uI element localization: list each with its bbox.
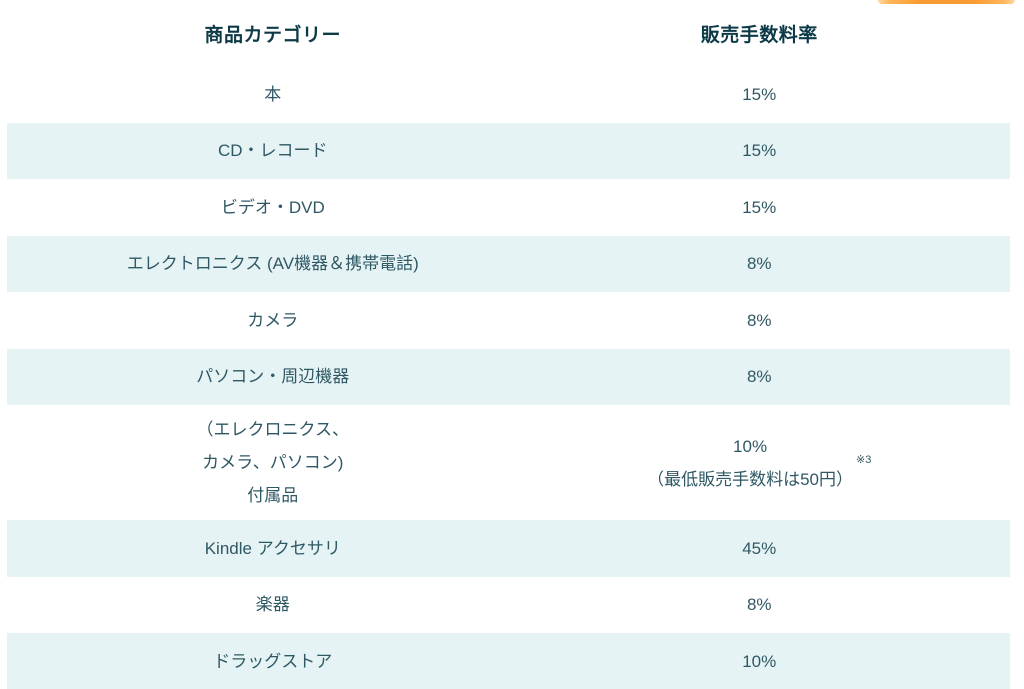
rate-value: 15% [742, 141, 777, 161]
rate-cell: 15% [539, 78, 980, 111]
cta-button-fragment[interactable] [878, 0, 1015, 4]
rate-value: 45% [742, 538, 777, 558]
rate-value: 8% [746, 254, 772, 274]
rate-cell: 10% [539, 645, 980, 678]
category-cell: エレクトロニクス (AV機器＆携帯電話) [126, 254, 419, 274]
table-row: パソコン・周辺機器 8% [7, 348, 1010, 405]
rate-cell: 45% [539, 532, 980, 565]
rate-value: 8% [746, 595, 772, 615]
table-row: Kindle アクセサリ 45% [7, 520, 1010, 577]
rate-value: 10% [742, 651, 777, 671]
rate-footnote-marker: ※3 [856, 454, 872, 466]
rate-cell: 8% [539, 360, 980, 393]
category-cell: （エレクロニクス、 カメラ、パソコン) 付属品 [196, 420, 350, 505]
rate-value: 8% [746, 310, 772, 330]
rate-cell: 15% [539, 134, 980, 167]
rate-cell: 15% [539, 191, 980, 224]
rate-cell: 8% [539, 247, 980, 280]
table-row: 本 15% [7, 66, 1010, 123]
table-row: ビデオ・DVD 15% [7, 179, 1010, 236]
category-cell: ビデオ・DVD [220, 197, 325, 217]
category-cell: カメラ [247, 310, 299, 330]
rate-value: 8% [746, 367, 772, 387]
rate-cell: 8% [539, 588, 980, 621]
header-category: 商品カテゴリー [204, 24, 342, 46]
category-cell: 楽器 [255, 595, 290, 615]
table-row: カメラ 8% [7, 292, 1010, 349]
category-cell: パソコン・周辺機器 [196, 367, 350, 387]
rate-value: 15% [742, 197, 777, 217]
table-row: CD・レコード 15% [7, 122, 1010, 179]
table-row: ドラッグストア 10% [7, 633, 1010, 689]
header-rate: 販売手数料率 [700, 24, 818, 46]
table-header-row: 商品カテゴリー 販売手数料率 [7, 0, 1010, 66]
table-row: 楽器 8% [7, 577, 1010, 634]
rate-value: 10% （最低販売手数料は50円） [647, 436, 854, 489]
category-cell: CD・レコード [218, 141, 328, 161]
table-row: （エレクロニクス、 カメラ、パソコン) 付属品 10% （最低販売手数料は50円… [7, 405, 1010, 520]
rate-cell: 8% [539, 304, 980, 337]
category-cell: ドラッグストア [213, 651, 333, 671]
rate-cell: 10% （最低販売手数料は50円） ※3 [539, 430, 980, 496]
fee-table: 商品カテゴリー 販売手数料率 本 15% CD・レコード 15% ビデオ・DVD… [7, 0, 1010, 689]
rate-value: 15% [742, 84, 777, 104]
category-cell: 本 [264, 84, 282, 104]
category-cell: Kindle アクセサリ [204, 538, 341, 558]
table-row: エレクトロニクス (AV機器＆携帯電話) 8% [7, 235, 1010, 292]
